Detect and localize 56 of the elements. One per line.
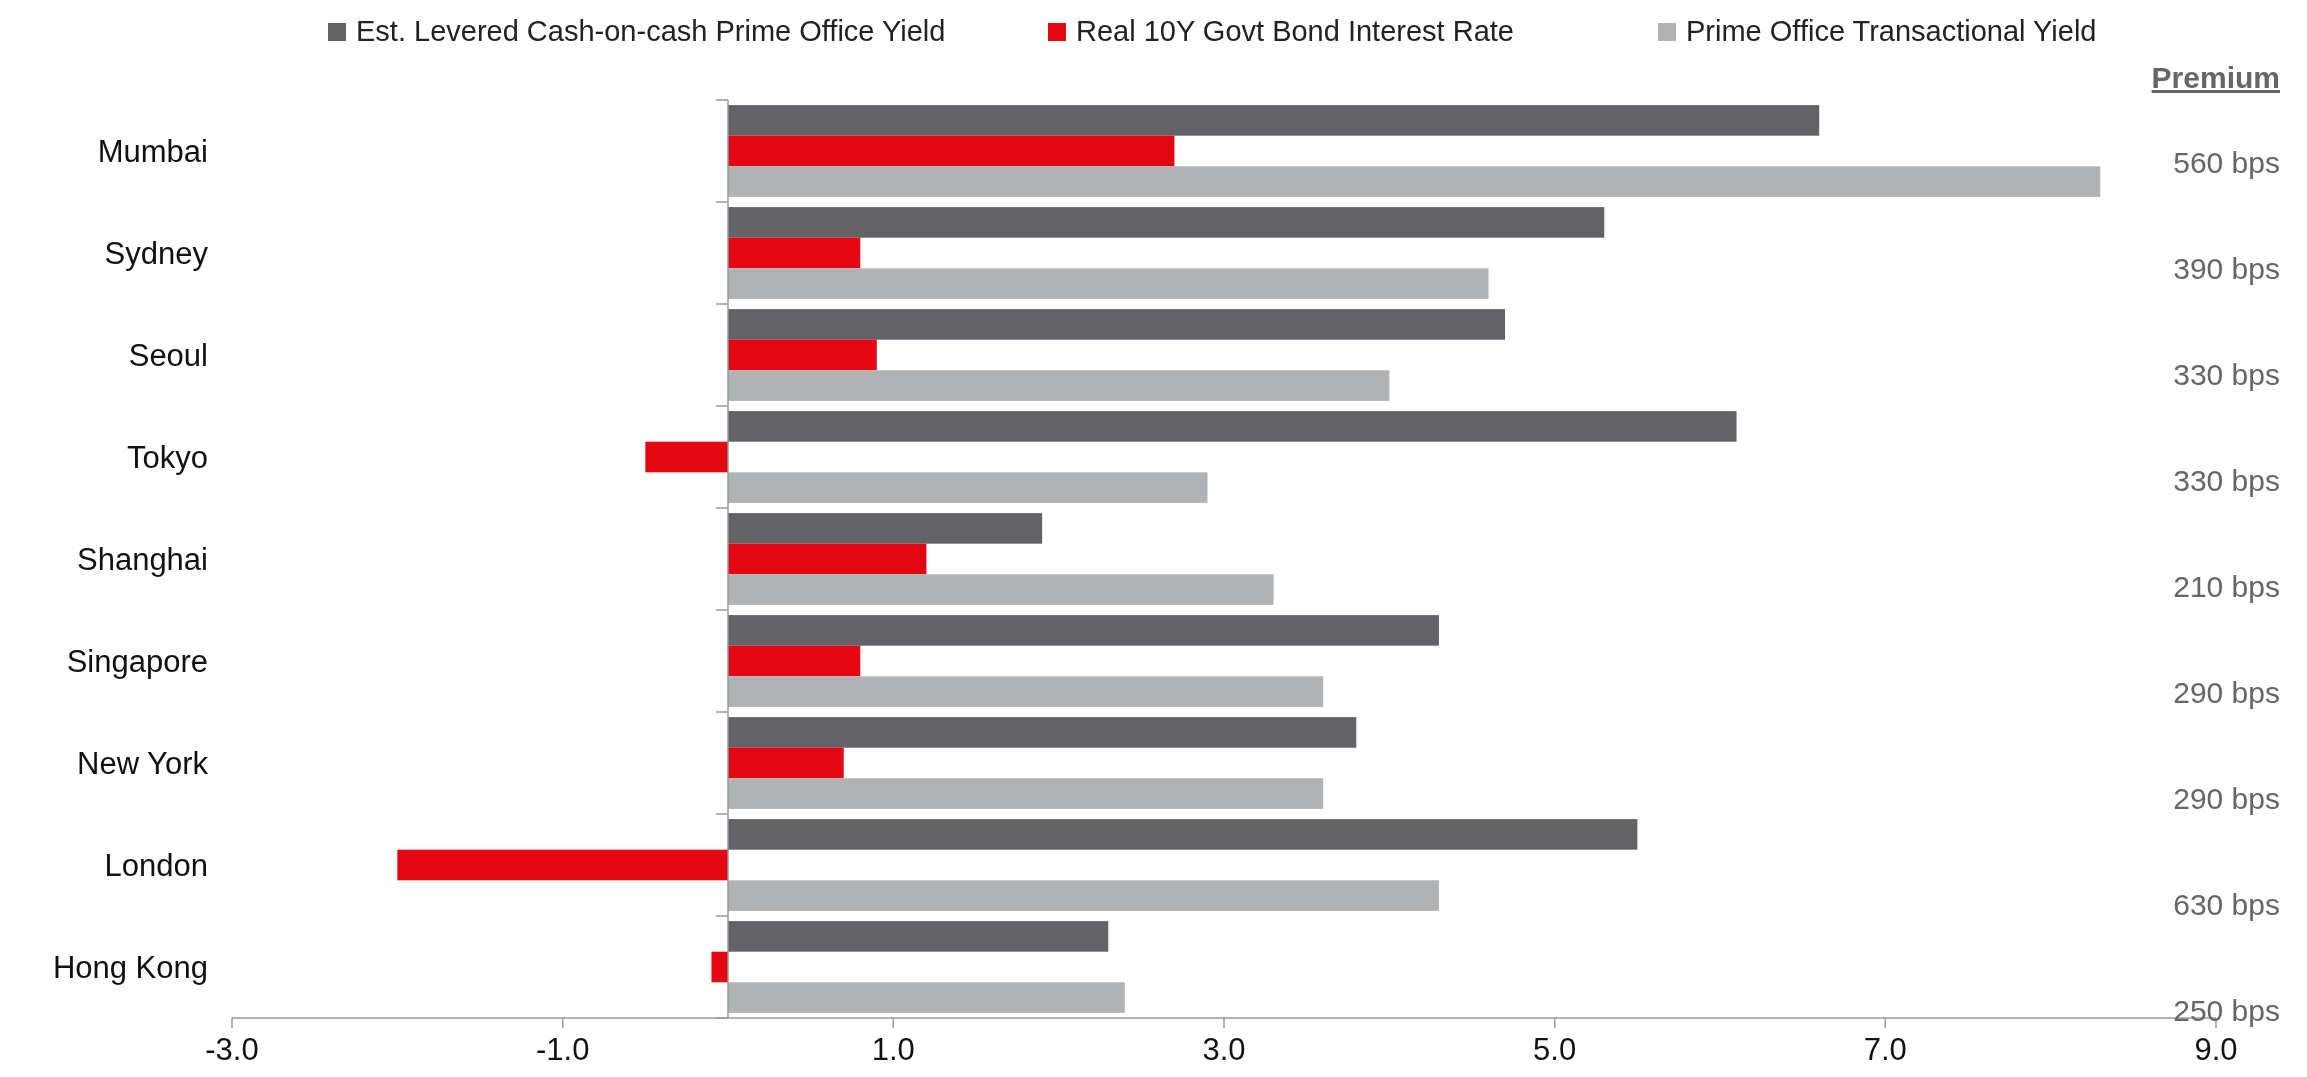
legend-label: Real 10Y Govt Bond Interest Rate [1076,15,1514,47]
annotation: 250 bps [2173,993,2280,1027]
bar [728,207,1605,238]
bar [728,880,1439,911]
x-tick-label: -1.0 [535,1032,590,1067]
y-tick-label: London [104,847,208,883]
bar [728,105,1820,136]
y-tick-label: Tokyo [127,439,208,475]
annotation: 290 bps [2173,781,2280,815]
bar [711,951,728,983]
bar [728,411,1737,442]
x-tick-label: 1.0 [871,1032,915,1067]
bar [645,441,728,473]
bar [728,717,1357,748]
annotation: 560 bps [2173,145,2280,179]
annotation: 290 bps [2173,675,2280,709]
legend-label: Est. Levered Cash-on-cash Prime Office Yield [356,15,946,47]
bar [728,574,1274,605]
bar [728,921,1109,952]
annotation: 330 bps [2173,463,2280,497]
bar [728,676,1324,707]
bar [728,513,1043,544]
bar [728,982,1125,1013]
x-tick-label: 3.0 [1202,1032,1246,1067]
y-tick-label: Singapore [66,643,208,679]
y-tick-label: Sydney [104,235,209,271]
bar [728,819,1638,850]
bar [728,135,1175,167]
legend-label: Prime Office Transactional Yield [1686,15,2097,47]
y-tick-label: Hong Kong [52,949,208,985]
bar [728,615,1439,646]
bar [728,339,877,371]
bar [728,237,861,269]
bar [397,849,728,881]
bar [728,472,1208,503]
y-tick-label: New York [77,745,209,781]
x-tick-label: 9.0 [2194,1032,2238,1067]
bar [728,309,1506,340]
bar [728,166,2101,197]
x-tick-label: -3.0 [205,1032,259,1067]
bar [728,645,861,677]
y-tick-label: Seoul [128,337,208,373]
bar [728,747,844,779]
annotation: 210 bps [2173,569,2280,603]
y-tick-label: Mumbai [97,133,208,169]
bar [728,370,1390,401]
x-tick-label: 5.0 [1533,1032,1577,1067]
text: Premium [2151,61,2280,94]
x-tick-label: 7.0 [1863,1032,1907,1067]
bar [728,268,1489,299]
annotation: 390 bps [2173,251,2280,285]
annotation: 630 bps [2173,887,2280,921]
bar [728,543,927,575]
annotation: 330 bps [2173,357,2280,391]
bar [728,778,1324,809]
y-tick-label: Shanghai [76,541,208,577]
